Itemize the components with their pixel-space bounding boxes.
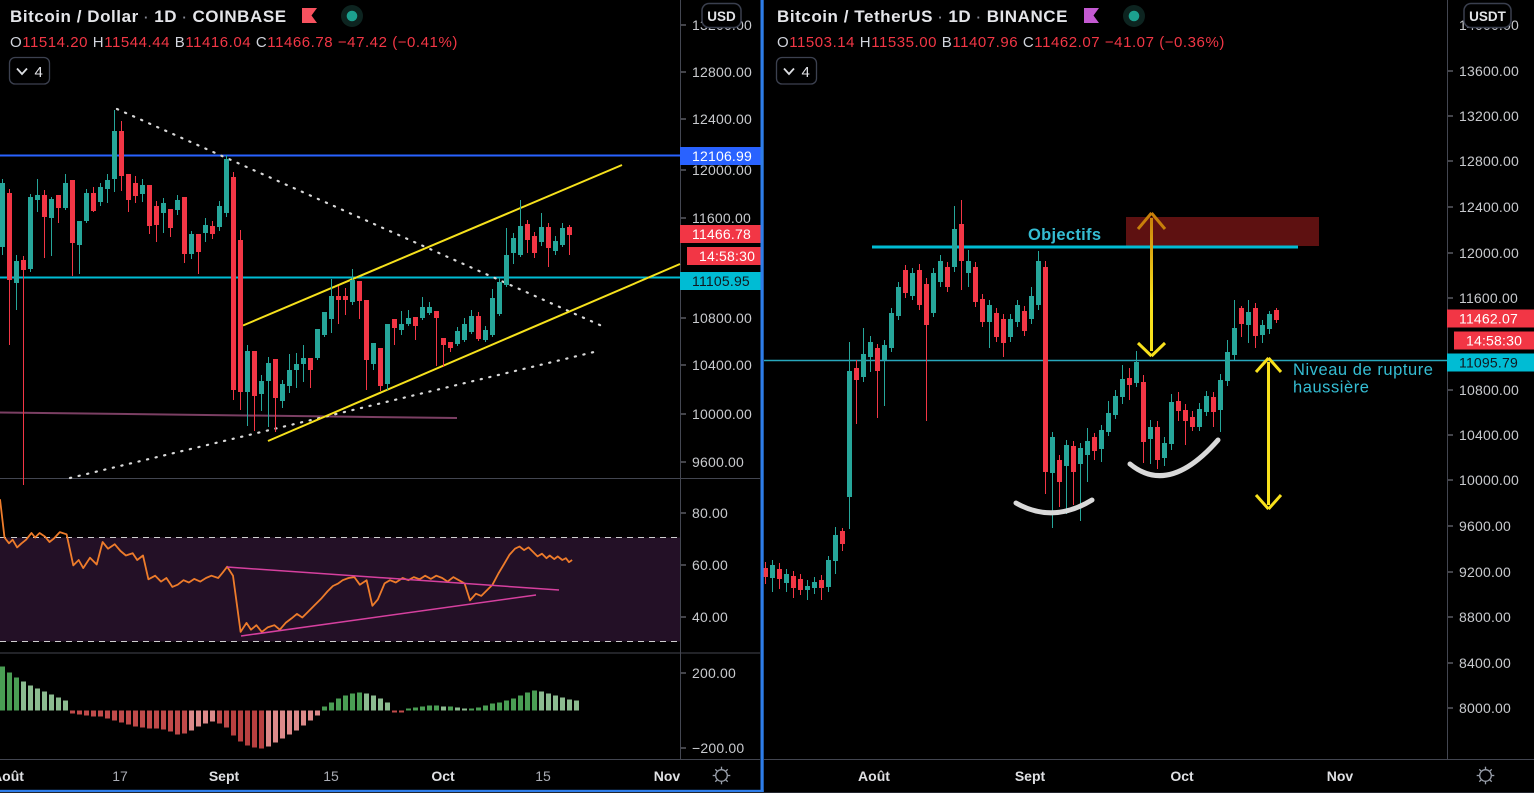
svg-text:10800.00: 10800.00 [1459,382,1519,398]
svg-text:13200.00: 13200.00 [1459,108,1519,124]
svg-text:9200.00: 9200.00 [1459,564,1511,580]
svg-text:60.00: 60.00 [692,557,728,573]
svg-text:haussière: haussière [1293,379,1370,397]
svg-text:200.00: 200.00 [692,665,736,681]
svg-text:14:58:30: 14:58:30 [699,248,755,264]
svg-text:11466.78: 11466.78 [692,226,751,242]
svg-text:9600.00: 9600.00 [1459,518,1511,534]
svg-text:10400.00: 10400.00 [692,357,752,373]
svg-text:Oct: Oct [1170,768,1194,784]
svg-text:10000.00: 10000.00 [692,406,752,422]
svg-text:80.00: 80.00 [692,505,728,521]
svg-text:14:58:30: 14:58:30 [1466,333,1522,349]
svg-text:12800.00: 12800.00 [692,64,752,80]
svg-text:−200.00: −200.00 [692,740,744,756]
svg-text:8800.00: 8800.00 [1459,609,1511,625]
svg-text:12000.00: 12000.00 [692,162,752,178]
svg-text:9600.00: 9600.00 [692,454,744,470]
svg-text:15: 15 [323,768,339,784]
svg-text:USD: USD [707,9,736,24]
svg-text:Niveau de rupture: Niveau de rupture [1293,361,1434,379]
svg-text:Bitcoin / TetherUS · 1D · BINA: Bitcoin / TetherUS · 1D · BINANCE [777,7,1068,26]
svg-text:Nov: Nov [654,768,681,784]
svg-text:Bitcoin / Dollar · 1D · COINBA: Bitcoin / Dollar · 1D · COINBASE [10,7,287,26]
svg-text:Sept: Sept [1015,768,1046,784]
svg-text:Oct: Oct [431,768,455,784]
svg-text:12400.00: 12400.00 [1459,199,1519,215]
svg-text:Objectifs: Objectifs [1028,226,1101,244]
svg-text:11105.95: 11105.95 [692,273,750,289]
svg-text:12000.00: 12000.00 [1459,245,1519,261]
svg-text:11462.07: 11462.07 [1459,311,1518,327]
svg-text:11600.00: 11600.00 [692,210,751,226]
svg-text:O11503.14 H11535.00 B11407.96: O11503.14 H11535.00 B11407.96 C11462.07 … [777,34,1225,51]
svg-text:11095.79: 11095.79 [1459,355,1518,371]
svg-text:10800.00: 10800.00 [692,310,752,326]
svg-text:15: 15 [535,768,551,784]
svg-text:Août: Août [858,768,890,784]
svg-text:12800.00: 12800.00 [1459,153,1519,169]
svg-text:11600.00: 11600.00 [1459,290,1518,306]
svg-text:10000.00: 10000.00 [1459,472,1519,488]
svg-text:O11514.20 H11544.44 B11416.04: O11514.20 H11544.44 B11416.04 C11466.78 … [10,34,458,51]
svg-text:10400.00: 10400.00 [1459,427,1519,443]
svg-text:8400.00: 8400.00 [1459,655,1511,671]
svg-text:40.00: 40.00 [692,609,728,625]
svg-text:17: 17 [112,768,128,784]
svg-text:4: 4 [802,64,810,81]
svg-text:8000.00: 8000.00 [1459,700,1511,716]
svg-text:Août: Août [0,768,24,784]
svg-text:Sept: Sept [209,768,240,784]
svg-text:Nov: Nov [1327,768,1354,784]
svg-text:13600.00: 13600.00 [1459,63,1519,79]
svg-text:4: 4 [35,64,43,81]
svg-text:12400.00: 12400.00 [692,111,752,127]
svg-text:12106.99: 12106.99 [692,148,752,164]
svg-text:USDT: USDT [1469,9,1507,24]
